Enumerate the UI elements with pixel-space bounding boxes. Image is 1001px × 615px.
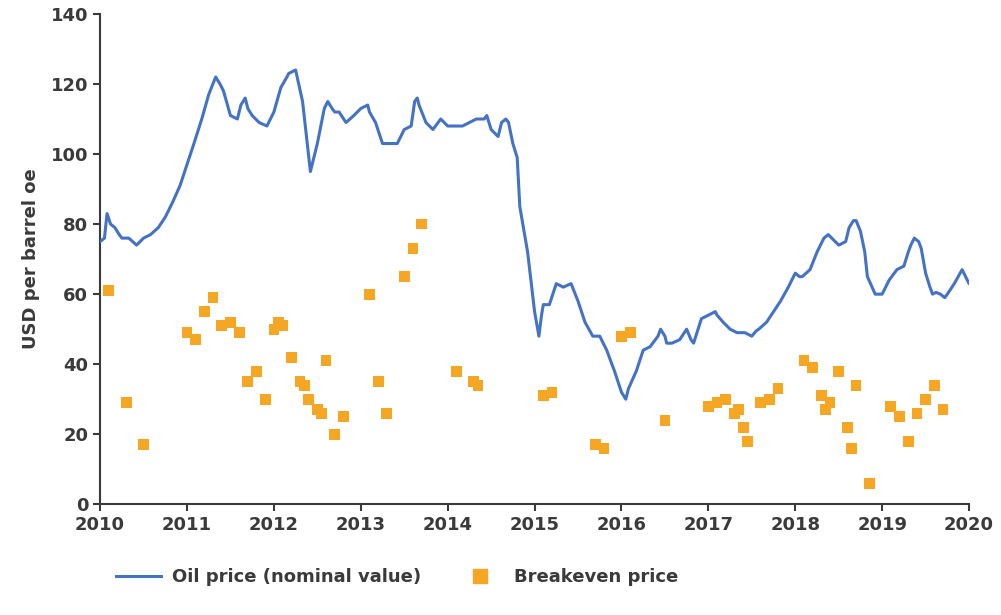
Point xyxy=(900,436,916,446)
Point xyxy=(709,398,725,408)
Point xyxy=(623,328,639,338)
Point xyxy=(413,219,429,229)
Point xyxy=(231,328,247,338)
Point xyxy=(814,391,830,400)
Point xyxy=(822,398,838,408)
Point xyxy=(448,367,464,376)
Point xyxy=(248,367,264,376)
Point xyxy=(892,412,908,422)
Point xyxy=(770,384,786,394)
Point xyxy=(861,478,877,488)
Point xyxy=(796,355,812,365)
Point xyxy=(918,394,934,404)
Point xyxy=(718,394,734,404)
Legend: Oil price (nominal value), Breakeven price: Oil price (nominal value), Breakeven pri… xyxy=(109,561,685,593)
Point xyxy=(926,380,942,390)
Point xyxy=(909,408,925,418)
Point xyxy=(196,307,212,317)
Point xyxy=(135,440,151,450)
Point xyxy=(313,408,329,418)
Point xyxy=(735,423,751,432)
Point xyxy=(370,377,386,387)
Point xyxy=(544,387,560,397)
Point xyxy=(844,443,860,453)
Point xyxy=(840,423,856,432)
Point xyxy=(935,405,951,415)
Point xyxy=(731,405,747,415)
Point xyxy=(883,402,899,411)
Point xyxy=(187,335,203,344)
Point xyxy=(205,293,221,303)
Point xyxy=(740,436,756,446)
Point xyxy=(470,380,486,390)
Point xyxy=(292,377,308,387)
Point xyxy=(818,405,834,415)
Point xyxy=(596,443,612,453)
Y-axis label: USD per barrel oe: USD per barrel oe xyxy=(22,169,40,349)
Point xyxy=(318,355,334,365)
Point xyxy=(805,363,821,373)
Point xyxy=(753,398,769,408)
Point xyxy=(257,394,273,404)
Point xyxy=(222,317,238,327)
Point xyxy=(848,380,864,390)
Point xyxy=(283,352,299,362)
Point xyxy=(118,398,134,408)
Point xyxy=(214,321,230,331)
Point xyxy=(614,331,630,341)
Point xyxy=(536,391,552,400)
Point xyxy=(266,324,282,334)
Point xyxy=(296,380,312,390)
Point xyxy=(326,429,342,439)
Point xyxy=(701,402,717,411)
Point xyxy=(761,394,777,404)
Point xyxy=(831,367,847,376)
Point xyxy=(270,317,286,327)
Point xyxy=(465,377,481,387)
Point xyxy=(657,415,673,425)
Point xyxy=(240,377,256,387)
Point xyxy=(361,289,377,299)
Point xyxy=(588,440,604,450)
Point xyxy=(396,272,412,282)
Point xyxy=(179,328,195,338)
Point xyxy=(101,286,117,296)
Point xyxy=(405,244,421,253)
Point xyxy=(378,408,394,418)
Point xyxy=(309,405,325,415)
Point xyxy=(727,408,743,418)
Point xyxy=(335,412,351,422)
Point xyxy=(274,321,290,331)
Point xyxy=(300,394,316,404)
